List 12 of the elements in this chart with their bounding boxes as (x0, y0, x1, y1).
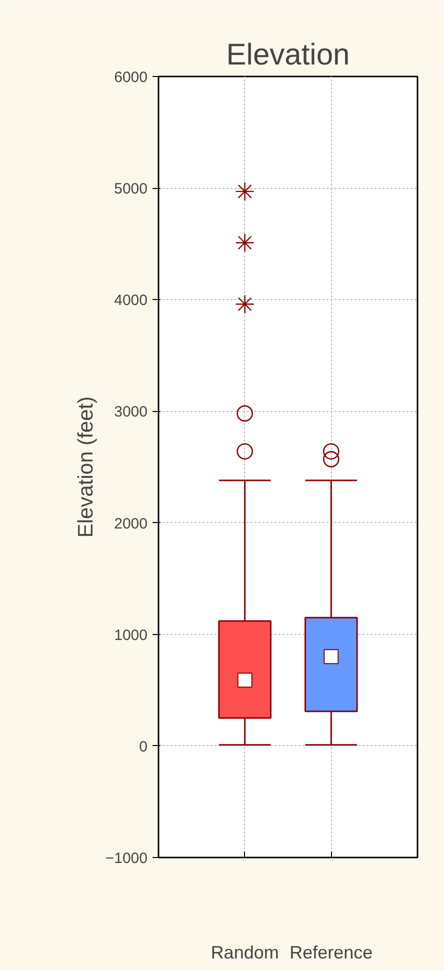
y-tick-label: 4000 (114, 292, 148, 310)
y-tick-label: 5000 (114, 180, 148, 198)
y-tick-label: 6000 (114, 69, 148, 86)
y-tick-label: −1000 (105, 850, 148, 867)
y-axis-title: Elevation (feet) (74, 396, 98, 538)
y-tick-label: 1000 (114, 626, 148, 644)
y-tick-label: 3000 (114, 404, 148, 421)
chart-title: Elevation (226, 38, 350, 72)
x-tick-label: Reference (290, 942, 373, 962)
y-tick-label: 2000 (114, 515, 148, 532)
x-tick-label: Random (210, 942, 279, 962)
y-tick-label: 0 (139, 738, 148, 756)
